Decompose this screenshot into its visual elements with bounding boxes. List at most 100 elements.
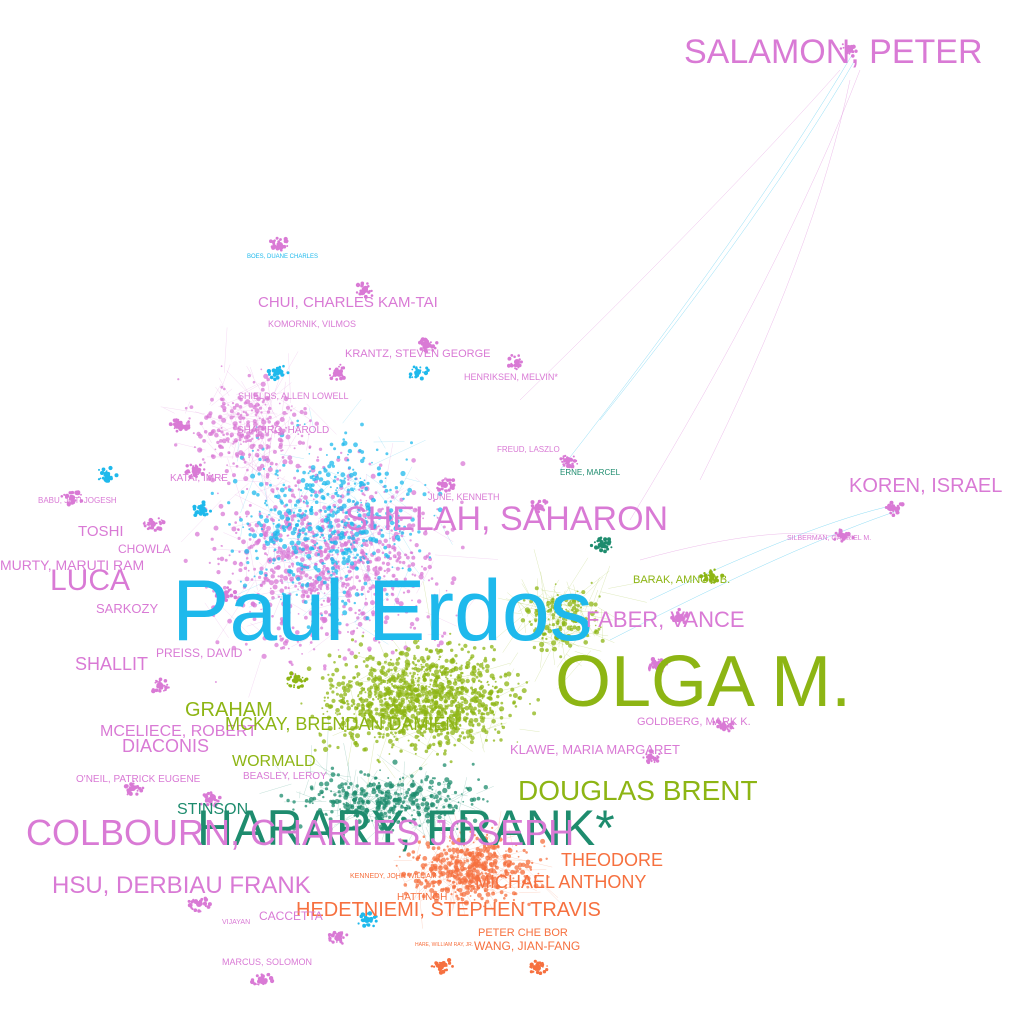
network-node xyxy=(353,676,357,679)
network-node xyxy=(277,575,280,578)
network-node xyxy=(506,863,510,867)
network-node xyxy=(263,518,270,524)
network-node xyxy=(420,688,425,694)
network-edge xyxy=(227,483,249,502)
network-node xyxy=(386,567,391,573)
network-node xyxy=(367,709,370,712)
network-node xyxy=(330,573,333,577)
network-node xyxy=(396,551,402,556)
network-node xyxy=(214,681,217,683)
network-node xyxy=(242,526,245,529)
network-node xyxy=(252,380,256,384)
network-node xyxy=(385,511,389,516)
network-node xyxy=(239,413,243,417)
network-edge xyxy=(502,623,523,653)
network-node xyxy=(504,860,508,864)
network-node xyxy=(342,656,347,661)
network-node xyxy=(413,626,417,630)
network-node xyxy=(285,405,291,410)
network-node xyxy=(462,876,467,881)
network-node xyxy=(339,693,344,698)
network-node xyxy=(349,650,355,656)
network-node xyxy=(292,511,296,514)
network-node xyxy=(361,703,365,706)
network-edge xyxy=(476,731,480,734)
network-node xyxy=(300,478,306,483)
network-node xyxy=(500,722,503,725)
network-node xyxy=(273,579,279,585)
network-node xyxy=(426,705,429,708)
network-node xyxy=(377,531,382,536)
network-node xyxy=(237,536,241,541)
network-node xyxy=(446,794,450,798)
network-node xyxy=(326,710,329,713)
network-node xyxy=(347,448,353,454)
network-node xyxy=(365,539,368,542)
network-node xyxy=(485,892,491,897)
network-node xyxy=(397,692,403,698)
network-node xyxy=(438,693,442,698)
network-node xyxy=(348,680,352,684)
network-node xyxy=(358,488,361,491)
network-node xyxy=(394,597,400,603)
network-node xyxy=(267,558,270,561)
network-node xyxy=(359,289,363,293)
network-edge xyxy=(296,791,322,802)
network-edge xyxy=(234,494,282,518)
network-hub-node xyxy=(890,505,896,511)
network-edge xyxy=(204,602,229,639)
network-node xyxy=(409,793,413,798)
network-node xyxy=(295,463,301,469)
network-node xyxy=(289,540,295,546)
network-node xyxy=(473,867,476,871)
network-node xyxy=(157,517,160,520)
network-node xyxy=(514,705,518,708)
network-node xyxy=(452,483,456,487)
network-node xyxy=(393,735,396,738)
network-node xyxy=(371,613,375,617)
network-node xyxy=(398,606,403,611)
network-node xyxy=(296,571,299,573)
network-node xyxy=(275,236,279,240)
network-node xyxy=(274,472,278,476)
network-node xyxy=(397,555,402,560)
network-node xyxy=(562,455,565,458)
network-node xyxy=(435,675,439,680)
network-node xyxy=(391,586,395,590)
network-node xyxy=(320,676,325,680)
network-node xyxy=(331,672,335,677)
network-node xyxy=(277,477,279,480)
network-node xyxy=(279,588,285,593)
network-node xyxy=(193,446,196,449)
network-node xyxy=(279,574,284,579)
network-node xyxy=(258,406,263,410)
network-node xyxy=(363,747,368,752)
network-node xyxy=(390,529,393,532)
network-node xyxy=(458,871,461,873)
network-node xyxy=(465,729,471,735)
network-node xyxy=(248,453,252,457)
network-node xyxy=(282,411,287,415)
network-edge xyxy=(639,533,851,561)
network-node xyxy=(450,581,455,585)
network-node xyxy=(379,796,382,800)
network-node xyxy=(477,679,481,683)
network-node xyxy=(394,669,397,672)
network-node xyxy=(445,676,447,679)
network-node xyxy=(433,528,436,531)
network-node xyxy=(412,856,415,859)
network-node xyxy=(201,458,205,461)
network-node xyxy=(218,416,222,419)
network-node xyxy=(326,492,330,496)
network-node xyxy=(343,582,347,585)
network-node xyxy=(310,494,313,497)
network-edge xyxy=(431,818,447,824)
network-node xyxy=(222,403,225,406)
network-node xyxy=(336,523,341,528)
network-node xyxy=(246,561,250,565)
network-node xyxy=(380,708,384,711)
network-edge xyxy=(405,869,433,883)
network-node xyxy=(341,374,344,377)
network-node xyxy=(358,613,360,616)
network-node xyxy=(283,575,289,581)
